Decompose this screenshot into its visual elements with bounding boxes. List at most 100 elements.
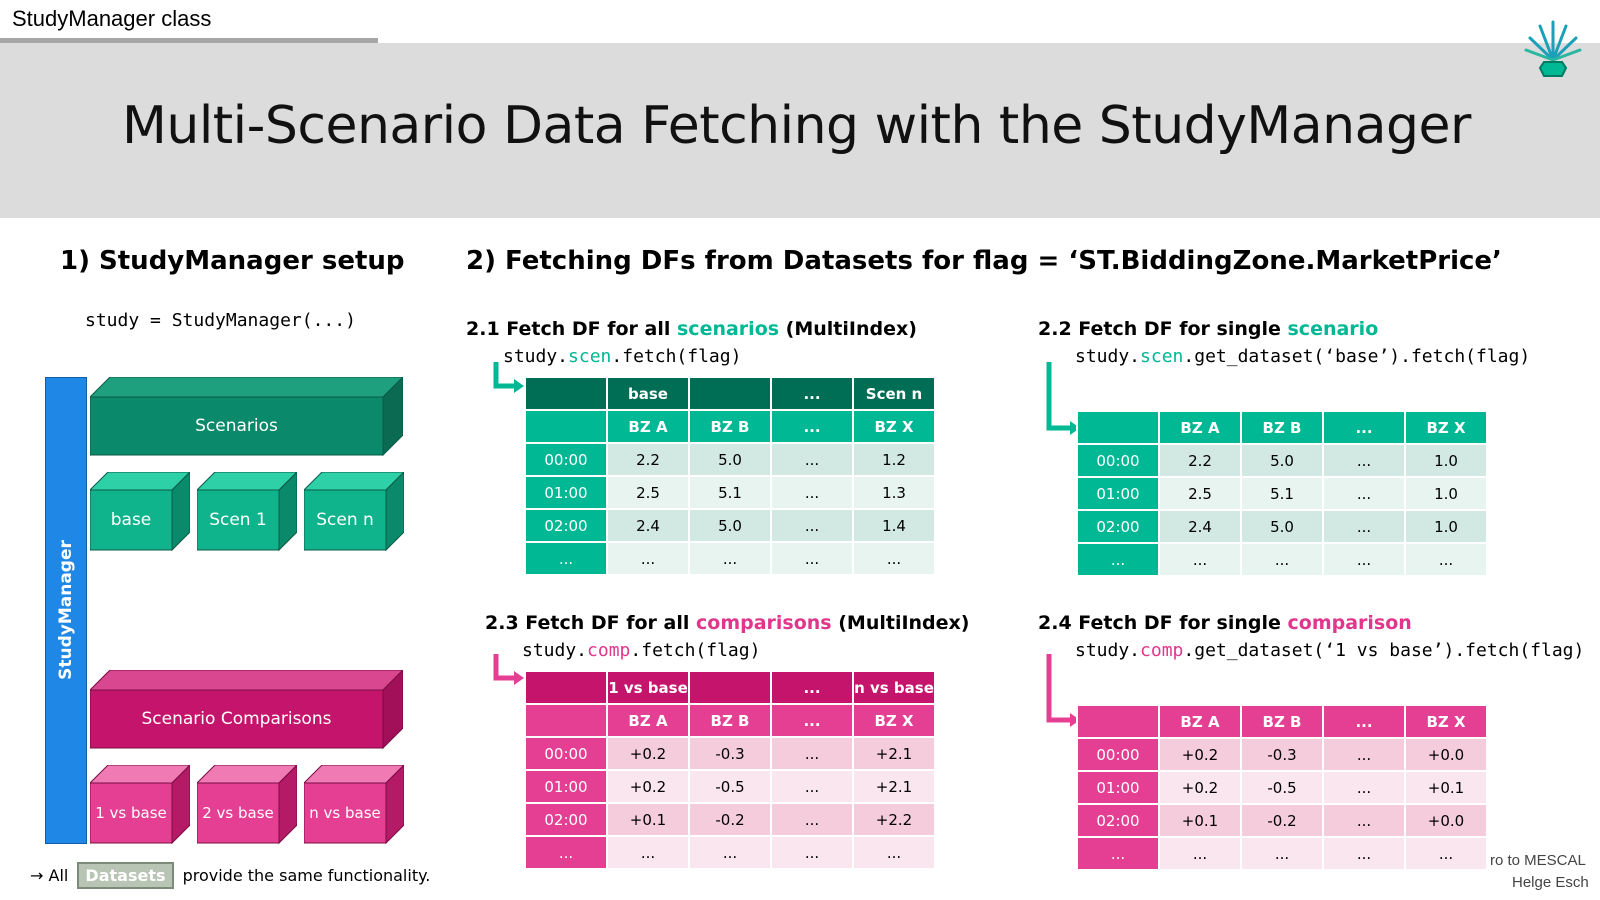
table-cell: 00:00 xyxy=(524,736,608,771)
table-cell: -0.2 xyxy=(1240,803,1324,838)
table-cell: 5.0 xyxy=(688,508,772,543)
code-pre: study. xyxy=(1075,346,1141,367)
footer-arrow: → All xyxy=(30,866,69,885)
table-cell: 00:00 xyxy=(1076,443,1160,478)
comparison-label: n vs base xyxy=(309,804,381,822)
s23-title: 2.3 Fetch DF for all comparisons (MultiI… xyxy=(485,612,970,634)
table-cell: ... xyxy=(1404,836,1488,871)
box-shape xyxy=(197,472,297,552)
table-cell: ... xyxy=(770,376,854,411)
box-shape xyxy=(90,472,190,552)
table-cell: -0.2 xyxy=(688,802,772,837)
table-cell: +0.0 xyxy=(1404,803,1488,838)
studymanager-label: StudyManager xyxy=(56,540,76,680)
code-post: .get_dataset(‘base’).fetch(flag) xyxy=(1183,346,1531,367)
table-cell: ... xyxy=(770,670,854,705)
table-cell: +0.0 xyxy=(1404,737,1488,772)
s24-title: 2.4 Fetch DF for single comparison xyxy=(1038,612,1412,634)
table-row: 01:00 2.5 5.1... 1.0 xyxy=(1076,476,1488,511)
table-cell: 2.2 xyxy=(1158,443,1242,478)
table-cell: BZ A xyxy=(606,409,690,444)
comparison-box-2[interactable]: 2 vs base xyxy=(197,765,297,845)
box-shape xyxy=(197,765,297,845)
s24-code: study.comp.get_dataset(‘1 vs base’).fetc… xyxy=(1075,640,1584,661)
s22-table: BZ A BZ B... BZ X 00:00 2.2 5.0... 1.0 01:00 2.5… xyxy=(1076,410,1488,577)
table-cell: ... xyxy=(770,802,854,837)
table-cell: 2.5 xyxy=(606,475,690,510)
table-cell: 00:00 xyxy=(1076,737,1160,772)
table-cell: ... xyxy=(1322,704,1406,739)
table-cell xyxy=(524,409,608,444)
table-cell: 1.0 xyxy=(1404,476,1488,511)
table-cell: +0.1 xyxy=(606,802,690,837)
s21-title: 2.1 Fetch DF for all scenarios (MultiInd… xyxy=(466,318,917,340)
table-row: 01:00 +0.2 -0.5... +2.1 xyxy=(524,769,936,804)
table-cell xyxy=(688,670,772,705)
table-cell: -0.5 xyxy=(688,769,772,804)
s23-title-post: (MultiIndex) xyxy=(831,612,970,634)
comparison-box-1[interactable]: 1 vs base xyxy=(90,765,190,845)
table-cell xyxy=(1076,410,1160,445)
page-title: Multi-Scenario Data Fetching with the St… xyxy=(122,96,1471,156)
s22-arrow-icon xyxy=(1046,362,1080,435)
box-shape xyxy=(304,472,404,552)
comparisons-box-shape xyxy=(90,670,403,750)
table-cell: ... xyxy=(1322,737,1406,772)
table-cell: 1.0 xyxy=(1404,509,1488,544)
code-post: .fetch(flag) xyxy=(630,640,761,661)
table-cell: BZ B xyxy=(1240,410,1324,445)
code-post: .fetch(flag) xyxy=(611,346,742,367)
table-cell: ... xyxy=(524,541,608,576)
table-cell: +0.2 xyxy=(1158,737,1242,772)
table-cell: 2.5 xyxy=(1158,476,1242,511)
table-cell: ... xyxy=(1322,770,1406,805)
table-cell: ... xyxy=(852,835,936,870)
table-row: ............... xyxy=(524,835,936,870)
code-pre: study. xyxy=(503,346,569,367)
table-top-header-row: base... Scen n xyxy=(524,376,936,411)
table-cell xyxy=(688,376,772,411)
table-cell: BZ X xyxy=(852,703,936,738)
table-cell: ... xyxy=(770,541,854,576)
table-cell: +0.2 xyxy=(1158,770,1242,805)
table-cell: ... xyxy=(770,703,854,738)
table-cell: ... xyxy=(1404,542,1488,577)
table-top-header-row: 1 vs base... n vs base xyxy=(524,670,936,705)
code-pre: study. xyxy=(1075,640,1141,661)
fetching-heading: 2) Fetching DFs from Datasets for flag =… xyxy=(466,246,1502,276)
table-header-row: BZ A BZ B... BZ X xyxy=(1076,704,1488,739)
code-highlight: scen xyxy=(1140,346,1184,367)
comparisons-label: Scenario Comparisons xyxy=(141,709,332,729)
scenarios-container: Scenarios xyxy=(90,377,403,457)
table-cell: +0.2 xyxy=(606,736,690,771)
table-cell: -0.5 xyxy=(1240,770,1324,805)
table-cell: +2.1 xyxy=(852,769,936,804)
scenario-box-scen1[interactable]: Scen 1 xyxy=(197,472,297,552)
box-shape xyxy=(304,765,404,845)
scenario-box-scenn[interactable]: Scen n xyxy=(304,472,404,552)
s22-title-highlight: scenario xyxy=(1287,318,1379,340)
table-cell: BZ A xyxy=(1158,410,1242,445)
comparisons-container: Scenario Comparisons xyxy=(90,670,403,750)
table-cell: ... xyxy=(770,475,854,510)
table-cell: ... xyxy=(1240,542,1324,577)
table-cell: 5.0 xyxy=(1240,443,1324,478)
table-cell: ... xyxy=(1322,476,1406,511)
s24-title-highlight: comparison xyxy=(1287,612,1412,634)
title-band xyxy=(0,43,1600,218)
table-cell: ... xyxy=(770,442,854,477)
s21-code: study.scen.fetch(flag) xyxy=(503,346,741,367)
code-highlight: comp xyxy=(1140,640,1184,661)
setup-code: study = StudyManager(...) xyxy=(85,310,356,331)
table-cell: BZ X xyxy=(1404,410,1488,445)
table-header-row: BZ A BZ B... BZ X xyxy=(524,409,936,444)
table-cell: 1.2 xyxy=(852,442,936,477)
table-row: ............... xyxy=(1076,542,1488,577)
s21-table: base... Scen n BZ A BZ B... BZ X 00:00 2.2 5.0.… xyxy=(524,376,936,576)
comparison-box-n[interactable]: n vs base xyxy=(304,765,404,845)
scenario-box-base[interactable]: base xyxy=(90,472,190,552)
table-cell: 02:00 xyxy=(1076,803,1160,838)
table-cell: BZ B xyxy=(1240,704,1324,739)
scenarios-label: Scenarios xyxy=(195,416,278,436)
s21-title-pre: 2.1 Fetch DF for all xyxy=(466,318,677,340)
